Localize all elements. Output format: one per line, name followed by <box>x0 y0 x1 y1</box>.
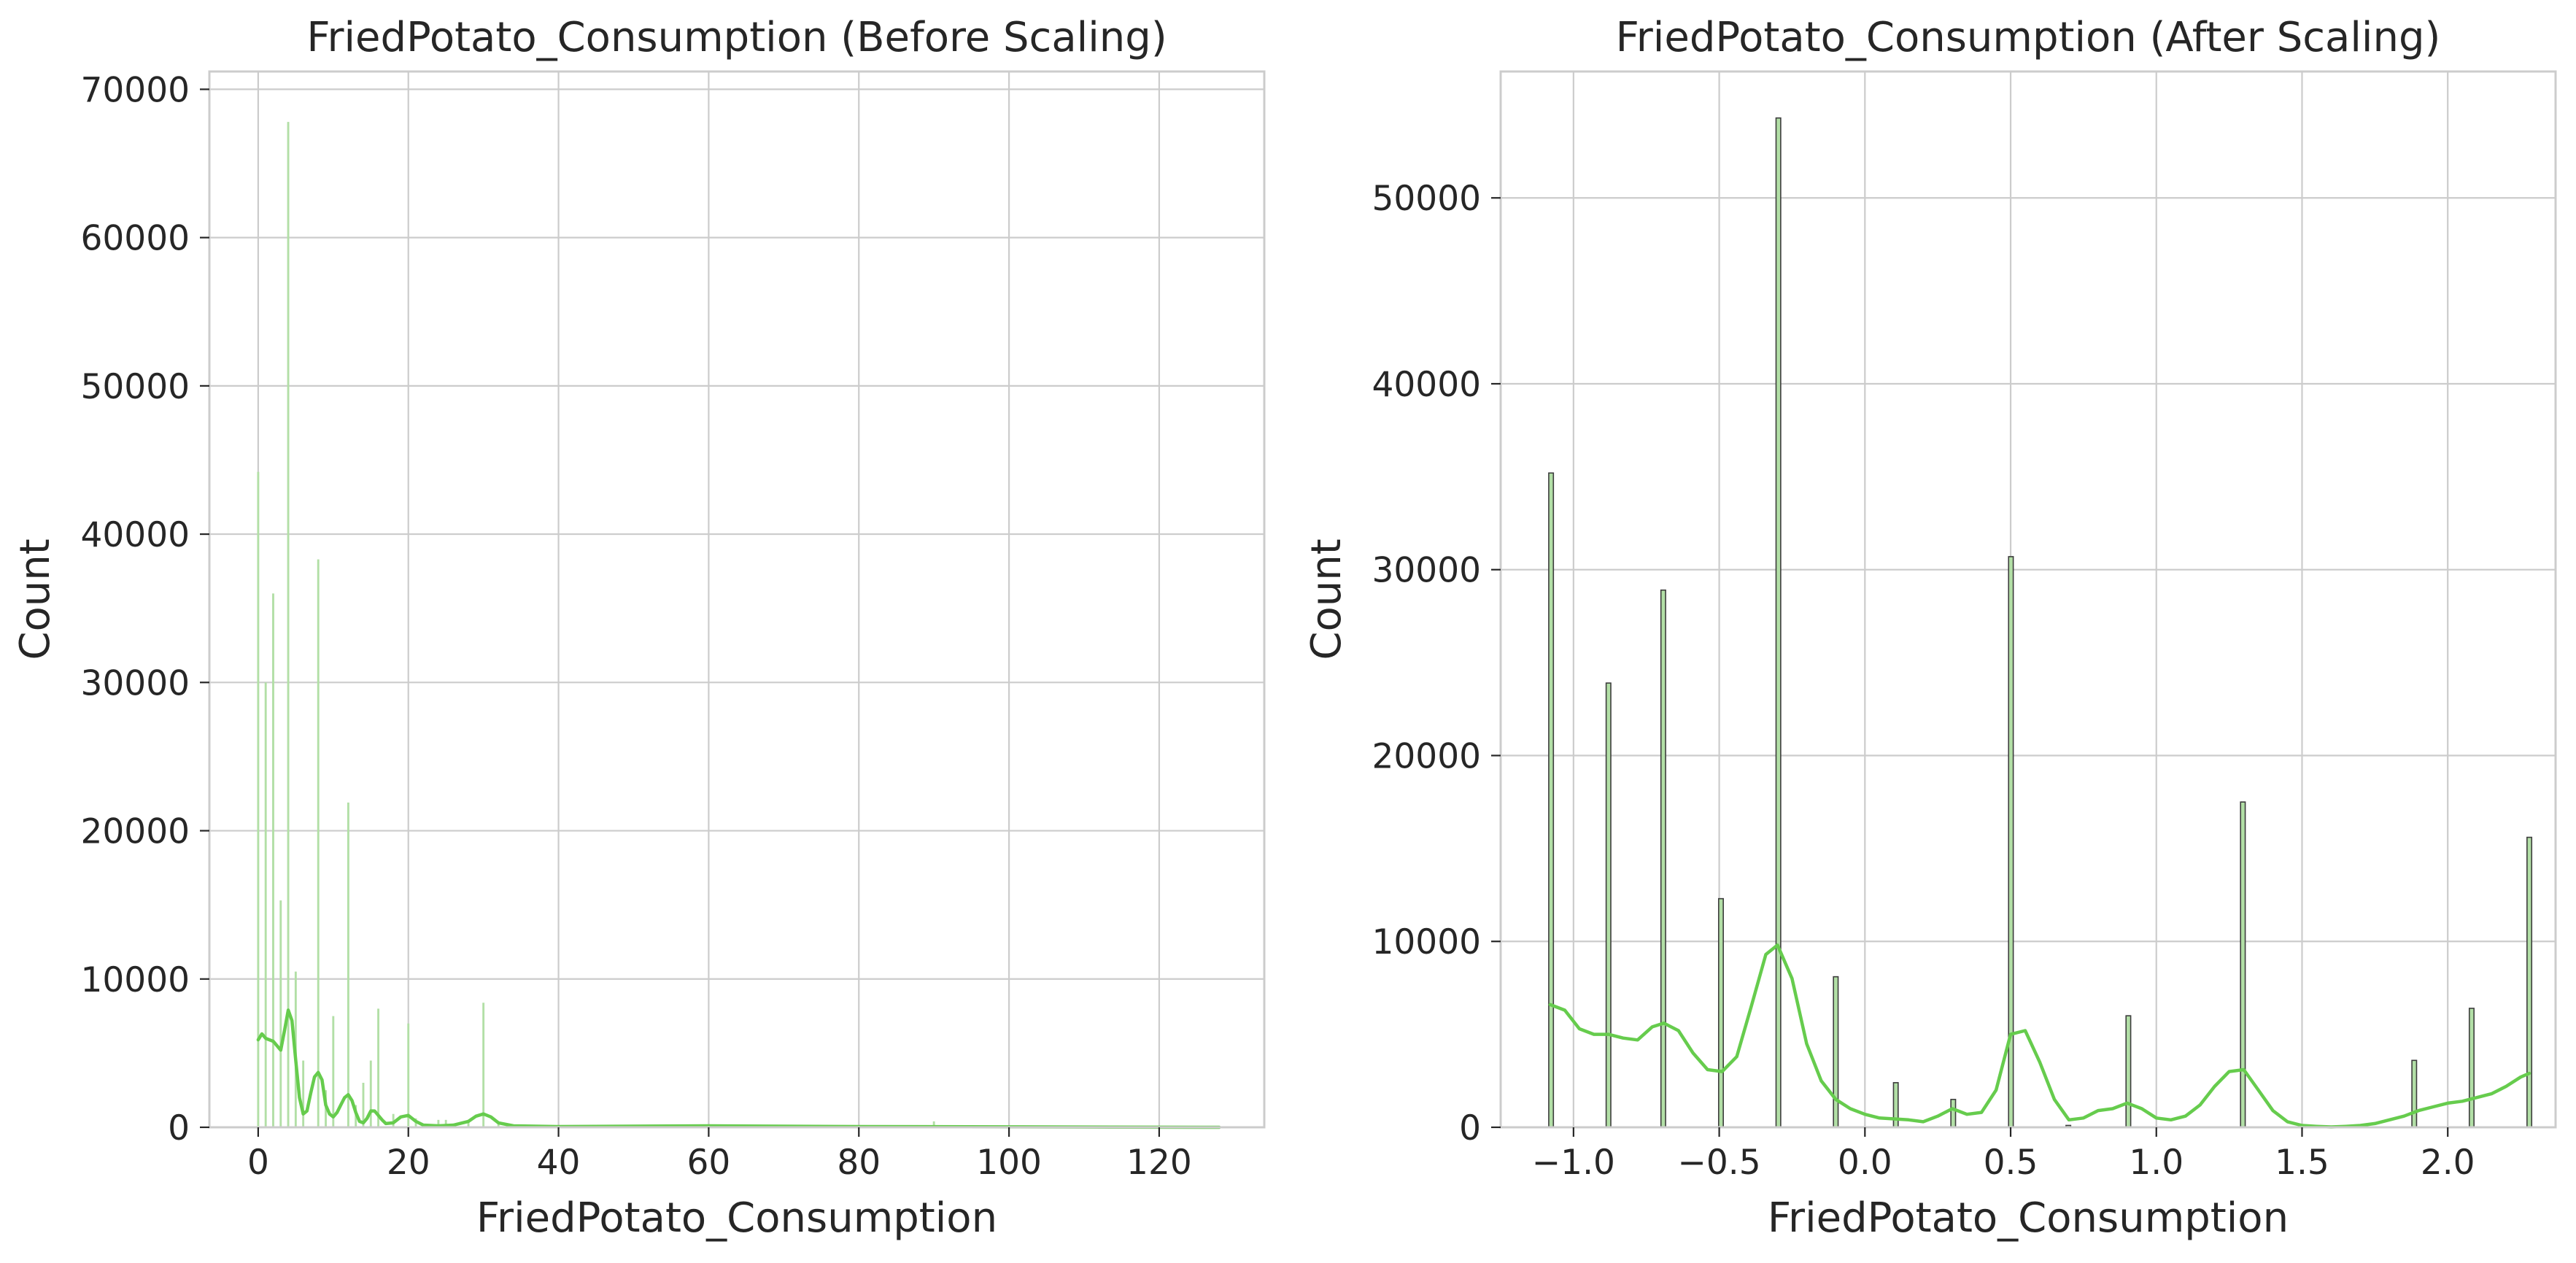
x-tick-label: 1.5 <box>2275 1143 2329 1183</box>
histogram-bar <box>1660 589 1666 1128</box>
x-tick-label: −0.5 <box>1678 1143 1761 1183</box>
histogram-bar <box>264 682 267 1127</box>
histogram-bar <box>2468 1008 2475 1128</box>
y-tick-label: 50000 <box>80 367 190 407</box>
histogram-bar <box>2526 836 2533 1128</box>
x-tick-label: 0 <box>247 1143 269 1183</box>
chart-title: FriedPotato_Consumption (After Scaling) <box>1616 14 2441 61</box>
x-tick-label: 20 <box>387 1143 430 1183</box>
histogram-bar <box>467 1119 470 1127</box>
plot-frame <box>208 70 1266 1129</box>
x-tick-label: 1.0 <box>2129 1143 2184 1183</box>
y-axis-label: Count <box>1303 538 1350 660</box>
x-tick-label: 0.5 <box>1984 1143 2038 1183</box>
kde-line <box>1548 943 2531 1129</box>
x-tick-label: 0.0 <box>1838 1143 1892 1183</box>
y-tick-label: 20000 <box>1372 736 1481 776</box>
histogram-bar <box>369 1060 372 1127</box>
histogram-bar <box>482 1003 485 1127</box>
histogram-bar <box>1950 1098 1957 1128</box>
y-tick-label: 30000 <box>80 663 190 703</box>
chart-after-scaling: −1.0 −0.5 0.0 0.5 1.0 1.5 2.0 0 10000 20000 30000 4… <box>1303 14 2557 1242</box>
histogram-bar <box>444 1119 447 1127</box>
chart-before-scaling: 0 20 40 60 80 100 120 0 10000 20000 30000 40000 5000… <box>12 14 1266 1242</box>
histogram-bar <box>257 471 260 1127</box>
histogram-bar <box>1833 976 1839 1128</box>
histogram-bar <box>932 1121 935 1127</box>
histogram-bar <box>347 802 349 1127</box>
histogram-bar <box>272 593 274 1127</box>
y-tick-label: 10000 <box>80 960 190 1000</box>
histogram-bar <box>317 559 320 1127</box>
x-axis-label: FriedPotato_Consumption <box>476 1194 997 1242</box>
y-tick-label: 30000 <box>1372 551 1481 591</box>
y-tick-label: 10000 <box>1372 922 1481 962</box>
x-tick-label: 80 <box>837 1143 881 1183</box>
histogram-bar <box>287 122 290 1128</box>
y-tick-label: 0 <box>168 1108 190 1148</box>
histogram-bar <box>1775 117 1782 1128</box>
x-tick-label: 2.0 <box>2421 1143 2475 1183</box>
y-axis-label: Count <box>12 538 59 660</box>
histogram-bar <box>377 1008 380 1127</box>
histogram-bar <box>332 1016 335 1127</box>
y-tick-label: 20000 <box>80 812 190 852</box>
y-tick-label: 70000 <box>80 70 190 110</box>
histogram-bar <box>1717 897 1724 1128</box>
y-tick-label: 50000 <box>1372 179 1481 219</box>
x-tick-label: 40 <box>537 1143 581 1183</box>
x-tick-label: 60 <box>686 1143 730 1183</box>
histogram-bar <box>437 1119 440 1127</box>
histogram-bar <box>1605 682 1612 1128</box>
y-tick-label: 40000 <box>80 515 190 555</box>
x-tick-label: −1.0 <box>1532 1143 1615 1183</box>
y-tick-label: 40000 <box>1372 365 1481 405</box>
histogram-bar <box>362 1083 365 1127</box>
histogram-bar <box>392 1113 395 1127</box>
kde-line <box>256 1008 1221 1129</box>
x-tick-label: 100 <box>976 1143 1042 1183</box>
chart-title: FriedPotato_Consumption (Before Scaling) <box>306 14 1167 61</box>
x-axis-label: FriedPotato_Consumption <box>1768 1194 2289 1242</box>
histogram-bar <box>407 1023 410 1127</box>
plot-frame <box>1499 70 2557 1129</box>
histogram-bar <box>1548 472 1555 1128</box>
histogram-bar <box>302 1060 305 1127</box>
histogram-bar <box>497 1122 500 1127</box>
histogram-bar <box>2125 1015 2132 1128</box>
x-tick-label: 120 <box>1126 1143 1192 1183</box>
histogram-bar <box>2411 1059 2418 1128</box>
histogram-bar <box>279 900 282 1127</box>
y-tick-label: 60000 <box>80 219 190 259</box>
histogram-bar <box>2240 801 2246 1128</box>
y-tick-label: 0 <box>1459 1108 1481 1148</box>
